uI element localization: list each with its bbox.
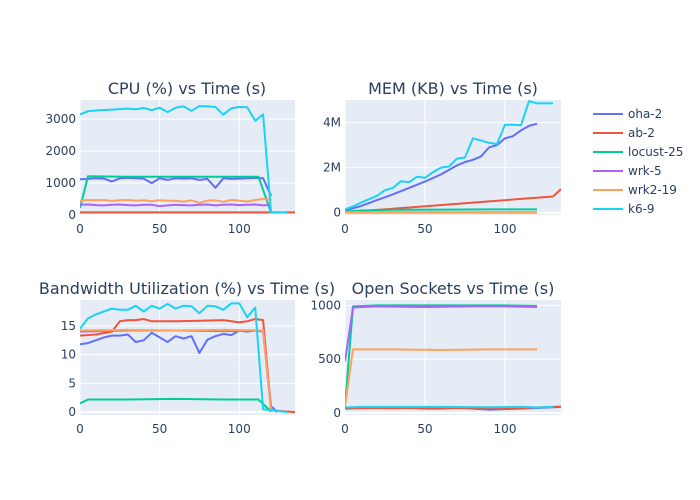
series-line-k6-9[interactable] (345, 405, 554, 409)
legend-label: oha-2 (628, 107, 662, 121)
series-line-k6-9[interactable] (345, 100, 553, 211)
series-line-k6-9[interactable] (80, 302, 288, 414)
legend-label: wrk2-19 (628, 183, 677, 197)
series-group (80, 302, 295, 414)
series-line-oha-2[interactable] (80, 176, 273, 197)
series-line-ab-2[interactable] (80, 318, 295, 414)
y-tick-label: 2M (323, 161, 341, 175)
legend-item-4[interactable]: wrk2-19 (593, 183, 677, 197)
plot-background (345, 300, 561, 415)
mem-title: MEM (KB) vs Time (s) (368, 79, 538, 98)
legend-item-3[interactable]: wrk-5 (593, 164, 662, 178)
y-tick-label: 4M (323, 116, 341, 130)
y-tick-label: 2000 (45, 144, 76, 158)
y-tick-label: 1000 (45, 176, 76, 190)
series-group (345, 100, 561, 214)
legend: oha-2 ab-2 locust-25 wrk-5 wrk2-19 k6-9 (593, 107, 683, 216)
series-line-ab-2[interactable] (345, 188, 561, 214)
series-line-wrk-5[interactable] (80, 203, 272, 208)
legend-item-1[interactable]: ab-2 (593, 126, 655, 140)
cpu-title: CPU (%) vs Time (s) (108, 79, 266, 98)
series-line-wrk2-19[interactable] (80, 328, 273, 412)
legend-item-5[interactable]: k6-9 (593, 202, 655, 216)
x-tick-label: 100 (228, 422, 251, 436)
x-tick-label: 50 (417, 422, 432, 436)
series-group (345, 304, 561, 411)
series-line-locust-25[interactable] (345, 208, 537, 213)
x-tick-label: 0 (76, 222, 84, 236)
x-tick-label: 100 (494, 422, 517, 436)
y-tick-label: 0 (333, 406, 341, 420)
x-tick-label: 50 (152, 422, 167, 436)
x-tick-label: 50 (417, 222, 432, 236)
y-tick-label: 0 (333, 206, 341, 220)
legend-item-0[interactable]: oha-2 (593, 107, 662, 121)
y-tick-label: 5 (68, 376, 76, 390)
bandwidth-title: Bandwidth Utilization (%) vs Time (s) (39, 279, 335, 298)
bandwidth-subplot: Bandwidth Utilization (%) vs Time (s) 0 5… (39, 279, 335, 436)
y-tick-label: 3000 (45, 112, 76, 126)
plot-background (345, 100, 561, 215)
sockets-title: Open Sockets vs Time (s) (352, 279, 555, 298)
legend-label: k6-9 (628, 202, 655, 216)
series-line-k6-9[interactable] (80, 105, 287, 214)
y-tick-label: 0 (68, 208, 76, 222)
x-tick-label: 0 (341, 222, 349, 236)
y-tick-label: 10 (61, 348, 76, 362)
legend-label: wrk-5 (628, 164, 662, 178)
x-tick-label: 100 (228, 222, 251, 236)
series-line-oha-2[interactable] (345, 122, 538, 212)
mem-subplot: MEM (KB) vs Time (s) 0 50 100 0 2M 4M (323, 79, 561, 236)
series-line-locust-25[interactable] (80, 397, 272, 413)
x-tick-label: 0 (76, 422, 84, 436)
x-tick-label: 50 (152, 222, 167, 236)
series-line-wrk2-19[interactable] (345, 348, 537, 407)
legend-label: locust-25 (628, 145, 683, 159)
x-tick-label: 0 (341, 422, 349, 436)
series-line-wrk-5[interactable] (345, 305, 538, 362)
x-tick-label: 100 (494, 222, 517, 236)
series-line-locust-25[interactable] (80, 175, 278, 214)
series-line-wrk2-19[interactable] (80, 198, 272, 204)
y-tick-label: 500 (318, 352, 341, 366)
legend-label: ab-2 (628, 126, 655, 140)
series-group (80, 105, 295, 214)
legend-item-2[interactable]: locust-25 (593, 145, 683, 159)
y-tick-label: 0 (68, 405, 76, 419)
y-tick-label: 15 (61, 319, 76, 333)
y-tick-label: 1000 (310, 298, 341, 312)
